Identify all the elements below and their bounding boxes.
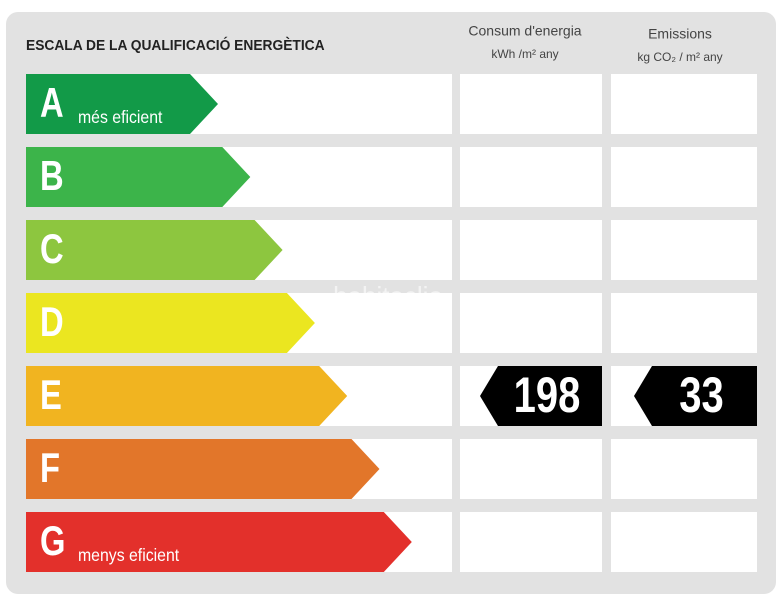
rating-note: menys eficient: [78, 545, 179, 565]
rating-arrow: [26, 147, 251, 207]
value-cell: [611, 293, 757, 353]
value-cell: [460, 293, 602, 353]
label-title: ESCALA DE LA QUALIFICACIÓ ENERGÈTICA: [26, 35, 325, 54]
rating-arrow: [26, 439, 380, 499]
value-cell: [611, 74, 757, 134]
column-title: Consum d'energia: [468, 23, 581, 39]
column-unit: kWh /m² any: [491, 47, 558, 61]
rating-letter: G: [40, 517, 65, 564]
value-badge: [480, 366, 602, 426]
rating-arrow: [26, 512, 412, 572]
rating-letter: C: [40, 225, 64, 272]
rating-letter: D: [40, 298, 64, 345]
rating-arrow: [26, 74, 218, 134]
rating-letter: E: [40, 371, 62, 418]
rating-arrow: [26, 220, 283, 280]
value-text: 198: [514, 367, 581, 423]
rating-letter: B: [40, 152, 64, 199]
rating-arrow: [26, 366, 348, 426]
value-cell: [460, 220, 602, 280]
value-cell: [460, 439, 602, 499]
rating-arrow: [26, 293, 315, 353]
column-title: Emissions: [648, 26, 712, 42]
column-unit: kg CO₂ / m² any: [637, 50, 722, 64]
rating-note: més eficient: [78, 107, 163, 127]
value-cell: [611, 220, 757, 280]
value-cell: [460, 512, 602, 572]
value-cell: [611, 147, 757, 207]
rating-letter: F: [40, 444, 60, 491]
watermark: habitaclia: [333, 281, 443, 311]
value-cell: [611, 439, 757, 499]
value-cell: [460, 147, 602, 207]
rating-letter: A: [40, 79, 64, 126]
value-cell: [611, 512, 757, 572]
value-badge: [634, 366, 757, 426]
value-text: 33: [679, 367, 723, 423]
value-cell: [460, 74, 602, 134]
